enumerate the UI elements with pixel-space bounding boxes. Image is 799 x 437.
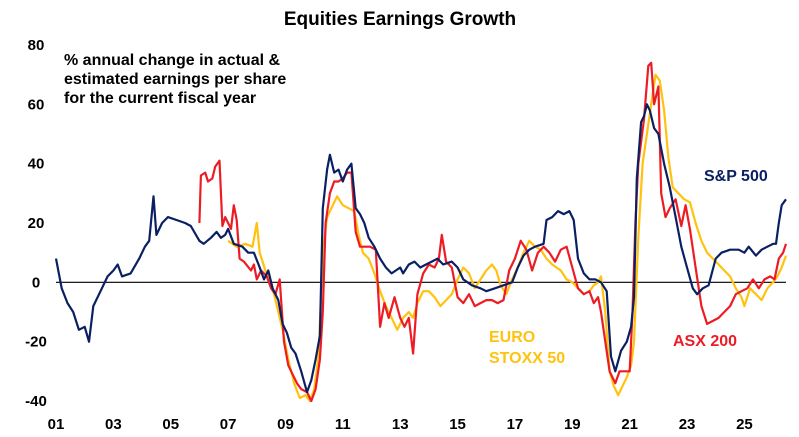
x-tick-label: 19 [564,416,581,433]
y-tick-label: 40 [28,156,45,173]
y-tick-label: 80 [28,37,45,54]
x-tick-label: 25 [736,416,753,433]
x-tick-label: 13 [392,416,409,433]
series-label-eurostoxx-line-2: STOXX 50 [489,350,565,367]
y-tick-label: 20 [28,215,45,232]
annotation-line-1: % annual change in actual & [64,52,280,69]
x-tick-label: 15 [449,416,466,433]
series-label-asx200: ASX 200 [673,333,737,350]
x-tick-label: 05 [162,416,179,433]
x-tick-label: 23 [679,416,696,433]
y-tick-label: -40 [25,393,47,410]
x-ticks: 01 03 05 07 09 11 13 15 17 19 21 23 25 [48,416,753,433]
series-line-s-p-500 [54,103,787,394]
x-tick-label: 01 [48,416,65,433]
y-tick-label: -20 [25,334,47,351]
annotation-line-2: estimated earnings per share [64,71,286,88]
x-tick-label: 03 [105,416,122,433]
axes: 01 03 05 07 09 11 13 15 17 19 21 23 25 80 60 40 20 0 -20 -… [25,37,786,433]
series-lines [54,61,788,403]
chart-annotation: % annual change in actual & estimated ea… [64,52,286,107]
y-tick-label: 60 [28,96,45,113]
y-ticks: 80 60 40 20 0 -20 -40 [25,37,47,410]
series-label-eurostoxx-line-1: EURO [489,329,535,346]
series-label-sp500: S&P 500 [704,168,768,185]
annotation-line-3: for the current fiscal year [64,90,256,107]
y-tick-label: 0 [32,274,40,291]
series-labels: S&P 500 EURO STOXX 50 ASX 200 [489,168,768,367]
chart-title: Equities Earnings Growth [284,9,516,30]
x-tick-label: 07 [220,416,237,433]
x-tick-label: 09 [277,416,294,433]
series-line-asx-200 [198,61,788,403]
x-tick-label: 17 [507,416,524,433]
x-tick-label: 11 [335,416,351,433]
x-tick-label: 21 [621,416,638,433]
